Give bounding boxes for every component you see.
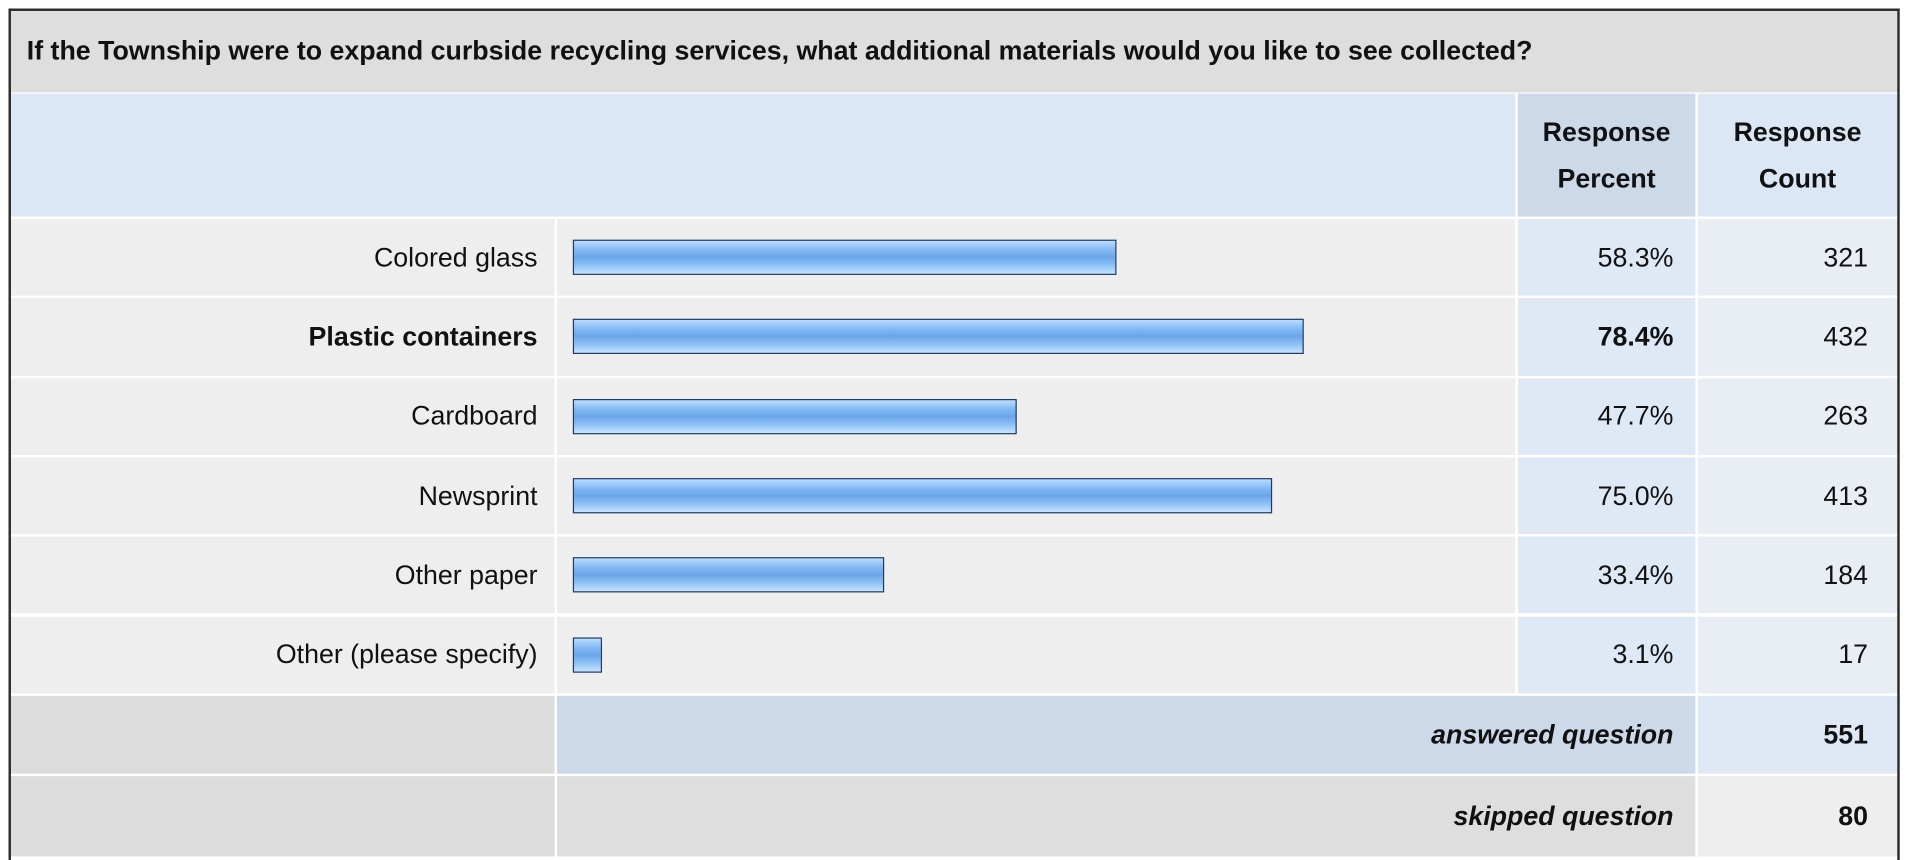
row-label-cell	[10, 457, 555, 535]
column-header: Response Count	[1733, 116, 1862, 193]
bar	[572, 239, 1116, 276]
row-bar-cell	[557, 616, 1516, 694]
footer-label-cell	[557, 776, 1696, 857]
percent-label: 33.4%	[1597, 559, 1674, 590]
row-label: Cardboard	[411, 400, 538, 431]
row-label-cell	[10, 218, 555, 296]
row-label: Colored glass	[373, 241, 538, 273]
footer-count-cell	[1697, 776, 1898, 857]
percent-label: 75.0%	[1597, 479, 1674, 511]
count-label: 17	[1838, 638, 1869, 670]
row-count-cell	[1697, 616, 1898, 694]
header-cell	[1697, 93, 1898, 217]
footer-count: 80	[1838, 800, 1869, 831]
row-percent-cell	[1517, 457, 1696, 535]
title: If the Township were to expand curbside …	[26, 35, 1533, 66]
row-count-cell	[1697, 457, 1898, 535]
percent-label: 3.1%	[1612, 638, 1674, 670]
footer-count: 551	[1823, 718, 1869, 750]
column-header: Response Percent	[1542, 116, 1671, 193]
row-count-cell	[1697, 298, 1898, 376]
row-label-cell	[10, 616, 555, 694]
bar	[572, 319, 1304, 355]
row-percent-cell	[1517, 298, 1696, 376]
table-frame	[8, 8, 1900, 860]
footer-blank	[10, 695, 555, 774]
count-label: 321	[1823, 241, 1869, 273]
row-count-cell	[1697, 218, 1898, 296]
count-label: 263	[1823, 400, 1869, 431]
bar	[572, 637, 602, 673]
count-label: 432	[1823, 321, 1869, 352]
row-percent-cell	[1517, 377, 1696, 455]
row-percent-cell	[1517, 536, 1696, 614]
percent-label: 78.4%	[1597, 321, 1674, 352]
footer-blank	[10, 776, 555, 857]
header-cell	[1517, 93, 1696, 217]
percent-label: 58.3%	[1597, 241, 1674, 273]
row-percent-cell	[1517, 616, 1696, 694]
row-label: Plastic containers	[308, 321, 538, 352]
count-label: 413	[1823, 479, 1869, 511]
row-label-cell	[10, 377, 555, 455]
row-label-cell	[10, 536, 555, 614]
bar	[572, 557, 884, 593]
row-label: Newsprint	[418, 479, 538, 511]
count-label: 184	[1823, 559, 1869, 590]
title-row	[10, 9, 1898, 93]
footer-label-cell	[557, 695, 1696, 774]
footer-label: skipped question	[1453, 800, 1674, 831]
percent-label: 47.7%	[1597, 400, 1674, 431]
row-count-cell	[1697, 377, 1898, 455]
header-blank	[10, 93, 1516, 217]
footer-count-cell	[1697, 695, 1898, 774]
row-percent-cell	[1517, 218, 1696, 296]
bar	[572, 398, 1018, 434]
footer-label: answered question	[1431, 718, 1674, 750]
row-label: Other paper	[394, 559, 538, 590]
row-label: Other (please specify)	[275, 638, 538, 670]
row-count-cell	[1697, 536, 1898, 614]
row-label-cell	[10, 298, 555, 376]
bar	[572, 478, 1272, 514]
